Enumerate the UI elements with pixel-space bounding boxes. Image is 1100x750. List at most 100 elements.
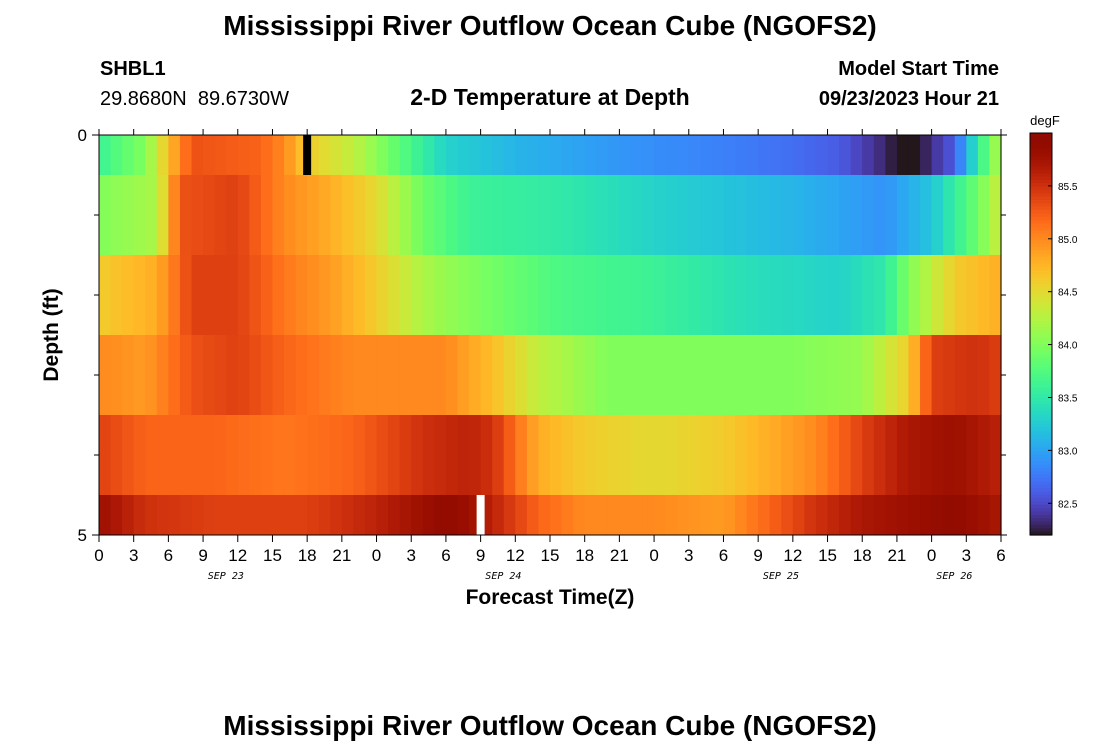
heatmap-cell: [931, 135, 944, 176]
heatmap-cell: [989, 175, 1002, 256]
x-tick-label: 12: [228, 546, 247, 565]
heatmap-cell: [376, 415, 389, 496]
heatmap-cell: [330, 415, 343, 496]
colorbar-band: [1030, 421, 1052, 426]
colorbar-tick-label: 85.0: [1058, 235, 1078, 246]
heatmap-cell: [561, 175, 574, 256]
heatmap-cell: [469, 335, 482, 416]
heatmap-cell: [353, 255, 366, 336]
heatmap-cell: [642, 335, 655, 416]
heatmap-cell: [943, 135, 956, 176]
heatmap-cell: [168, 495, 181, 536]
heatmap-cell: [723, 495, 736, 536]
heatmap-cell: [330, 255, 343, 336]
heatmap-cell: [203, 415, 216, 496]
heatmap-cell: [781, 135, 794, 176]
missing-data-cell: [303, 135, 312, 175]
heatmap-cell: [607, 255, 620, 336]
colorbar-band: [1030, 186, 1052, 191]
heatmap-cell: [179, 135, 193, 176]
heatmap-cell: [654, 255, 667, 336]
colorbar-band: [1030, 380, 1052, 385]
heatmap-cell: [284, 255, 297, 336]
heatmap-cell: [804, 135, 817, 176]
heatmap-cell: [966, 175, 979, 256]
heatmap-cell: [677, 135, 690, 176]
heatmap-cell: [469, 415, 482, 496]
heatmap-cell: [862, 135, 875, 176]
colorbar-band: [1030, 300, 1052, 305]
heatmap-cell: [931, 415, 944, 496]
x-tick-label: 6: [441, 546, 450, 565]
heatmap-cell: [862, 175, 875, 256]
heatmap-cell: [480, 135, 493, 176]
colorbar-band: [1030, 226, 1052, 231]
heatmap-cell: [550, 495, 563, 536]
colorbar-band: [1030, 334, 1052, 338]
heatmap-cell: [284, 495, 297, 536]
heatmap-cell: [492, 175, 505, 256]
heatmap-cell: [307, 175, 320, 256]
colorbar-band: [1030, 401, 1052, 405]
heatmap-cell: [804, 255, 817, 336]
heatmap-cell: [214, 335, 227, 416]
heatmap-cell: [584, 255, 597, 336]
heatmap-cell: [480, 255, 493, 336]
heatmap-cell: [411, 255, 424, 336]
colorbar-band: [1030, 340, 1052, 345]
heatmap-cell: [989, 335, 1002, 416]
heatmap-cell: [654, 175, 667, 256]
heatmap-cell: [330, 335, 343, 416]
heatmap-cell: [526, 415, 540, 496]
x-tick-label: 21: [610, 546, 629, 565]
heatmap-cell: [977, 415, 991, 496]
colorbar-band: [1030, 370, 1052, 375]
colorbar-band: [1030, 193, 1052, 198]
colorbar-band: [1030, 273, 1052, 278]
heatmap-cell: [931, 255, 944, 336]
heatmap-cell: [156, 255, 169, 336]
heatmap-cell: [989, 255, 1002, 336]
heatmap-cell: [573, 175, 586, 256]
heatmap-cell: [318, 255, 331, 336]
colorbar-tick-label: 84.5: [1058, 288, 1078, 299]
colorbar-band: [1030, 156, 1052, 161]
colorbar-band: [1030, 323, 1052, 328]
colorbar-band: [1030, 287, 1052, 292]
colorbar-band: [1030, 377, 1052, 382]
heatmap-cell: [156, 175, 169, 256]
heatmap-cell: [330, 175, 343, 256]
colorbar-unit: degF: [1030, 113, 1060, 128]
heatmap-cell: [781, 495, 794, 536]
colorbar-band: [1030, 317, 1052, 322]
heatmap-cell: [758, 335, 771, 416]
heatmap-cell: [700, 335, 713, 416]
heatmap-cell: [654, 415, 667, 496]
heatmap-cell: [364, 495, 378, 536]
colorbar-band: [1030, 464, 1052, 469]
heatmap-cell: [503, 175, 516, 256]
heatmap-cell: [145, 255, 158, 336]
heatmap-cell: [920, 415, 933, 496]
heatmap-cell: [966, 495, 979, 536]
heatmap-cell: [931, 335, 944, 416]
heatmap-cell: [665, 495, 678, 536]
heatmap-cell: [619, 135, 632, 176]
colorbar-band: [1030, 481, 1052, 486]
colorbar-band: [1030, 354, 1052, 359]
heatmap-cell: [804, 415, 817, 496]
heatmap-cell: [815, 255, 829, 336]
colorbar-band: [1030, 454, 1052, 459]
heatmap-cell: [827, 135, 840, 176]
heatmap-cell: [584, 175, 597, 256]
colorbar-band: [1030, 203, 1052, 208]
heatmap-cell: [249, 135, 262, 176]
heatmap-cell: [896, 495, 910, 536]
colorbar-band: [1030, 263, 1052, 268]
heatmap-cell: [480, 415, 493, 496]
heatmap-cell: [214, 255, 227, 336]
x-axis-label: Forecast Time(Z): [466, 586, 635, 609]
heatmap-cell: [272, 255, 285, 336]
heatmap-cell: [815, 415, 829, 496]
